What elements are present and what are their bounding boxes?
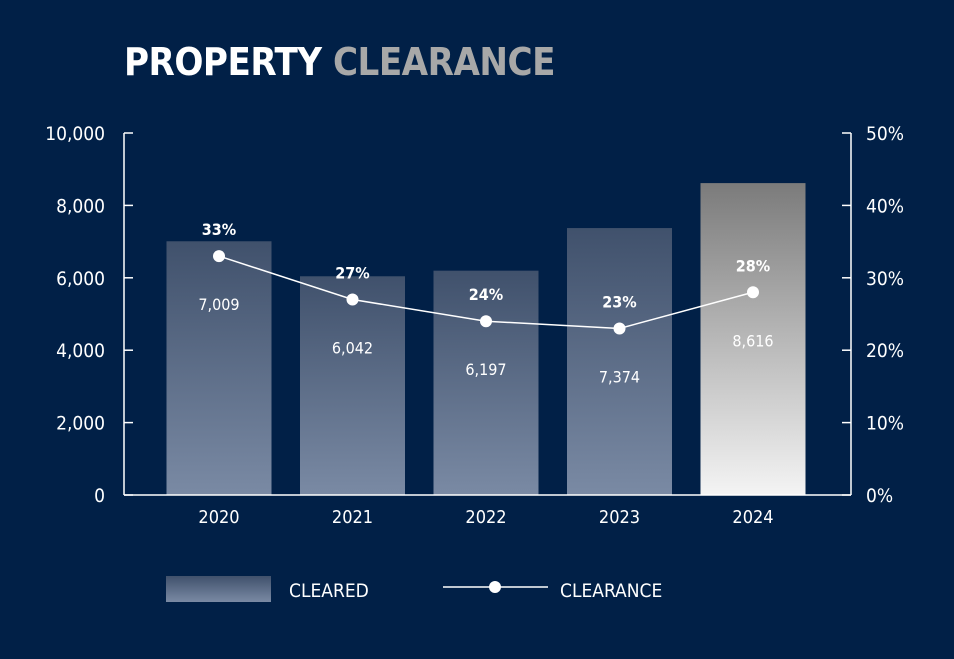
right-tick-label: 30%	[866, 268, 904, 290]
x-tick-label: 2022	[465, 507, 506, 528]
left-tick-label: 2,000	[56, 413, 105, 435]
legend: CLEARED CLEARANCE	[166, 576, 662, 602]
clearance-label-2020: 33%	[202, 220, 236, 239]
right-tick-label: 20%	[866, 340, 904, 362]
left-tick-label: 10,000	[45, 123, 105, 145]
legend-marker-clearance	[489, 581, 501, 593]
clearance-point-2023	[613, 322, 626, 335]
bars-layer	[166, 183, 806, 495]
bar-2023	[567, 228, 672, 495]
clearance-label-2024: 28%	[736, 256, 770, 275]
axes-layer: 0 2,000 4,000 6,000 8,000 10,000 0% 10% 20% 30% 40…	[45, 123, 904, 528]
left-tick-label: 0	[94, 485, 105, 507]
left-tick-label: 6,000	[56, 268, 105, 290]
bar-2022	[433, 270, 539, 495]
cleared-label-2022: 6,197	[465, 360, 506, 379]
clearance-label-2022: 24%	[469, 285, 503, 304]
clearance-label-2023: 23%	[602, 292, 636, 311]
bar-2021	[300, 276, 405, 495]
x-tick-label: 2024	[732, 507, 773, 528]
x-tick-label: 2021	[332, 507, 373, 528]
cleared-label-2021: 6,042	[332, 339, 373, 358]
bar-2020	[166, 241, 272, 495]
chart-title: PROPERTY CLEARANCE	[124, 38, 556, 86]
left-tick-label: 8,000	[56, 195, 105, 217]
right-tick-label: 40%	[866, 195, 904, 217]
clearance-point-2020	[213, 250, 225, 263]
chart-title-word-1: PROPERTY	[124, 40, 322, 84]
clearance-label-2021: 27%	[335, 264, 369, 283]
bar-2024	[700, 183, 806, 495]
right-tick-label: 10%	[866, 413, 904, 435]
cleared-label-2023: 7,374	[599, 367, 640, 386]
x-tick-label: 2020	[198, 507, 239, 528]
labels-layer: 33% 7,009 27% 6,042 24% 6,197 23% 7,374 28% 8,616	[198, 220, 773, 386]
x-tick-label: 2023	[599, 507, 640, 528]
right-tick-label: 0%	[866, 485, 893, 507]
clearance-point-2022	[480, 315, 492, 328]
cleared-label-2024: 8,616	[732, 331, 773, 350]
clearance-point-2024	[747, 286, 759, 299]
clearance-point-2021	[346, 293, 359, 306]
cleared-label-2020: 7,009	[198, 295, 239, 314]
line-layer	[213, 250, 759, 335]
legend-label-clearance: CLEARANCE	[560, 580, 662, 602]
legend-label-cleared: CLEARED	[289, 580, 369, 602]
legend-swatch-cleared	[166, 576, 271, 602]
right-tick-label: 50%	[866, 123, 904, 145]
left-tick-label: 4,000	[56, 340, 105, 362]
chart-title-word-2: CLEARANCE	[332, 40, 556, 84]
